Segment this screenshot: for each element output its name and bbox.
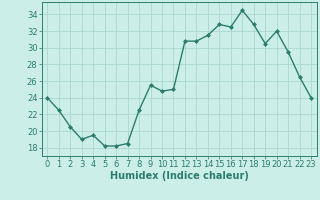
X-axis label: Humidex (Indice chaleur): Humidex (Indice chaleur): [110, 171, 249, 181]
